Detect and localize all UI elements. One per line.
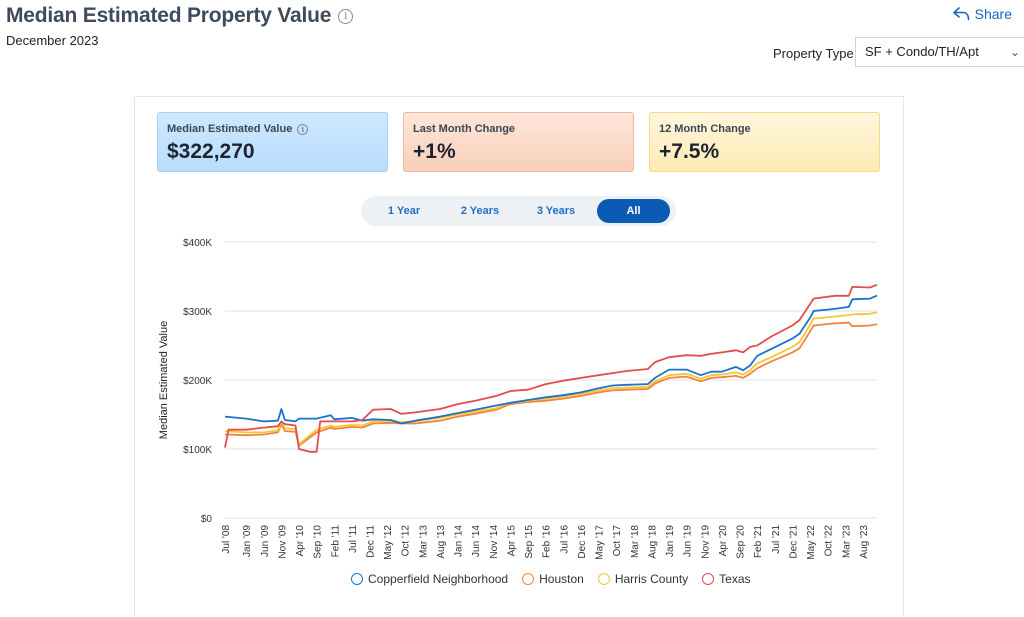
x-tick-label: Aug '23	[859, 525, 870, 559]
tab-all[interactable]: All	[597, 199, 670, 223]
x-tick-label: May '17	[595, 525, 606, 560]
x-tick-label: Feb '21	[753, 525, 764, 558]
legend-swatch	[597, 573, 610, 585]
legend-item[interactable]: Texas	[702, 572, 751, 586]
title-row: Median Estimated Property Value i	[6, 4, 354, 28]
x-tick-label: Sep '15	[524, 525, 535, 559]
legend-item[interactable]: Harris County	[597, 572, 689, 586]
legend-label: Copperfield Neighborhood	[368, 572, 509, 586]
y-tick-label: $200K	[183, 376, 212, 387]
y-tick-label: $0	[201, 514, 213, 525]
x-tick-label: Dec '11	[365, 525, 376, 558]
legend-item[interactable]: Copperfield Neighborhood	[351, 572, 508, 586]
y-axis-label: Median Estimated Value	[158, 321, 170, 439]
series-line	[224, 283, 878, 453]
tab-3-years[interactable]: 3 Years	[536, 205, 576, 217]
share-icon	[952, 7, 969, 21]
x-tick-label: Nov '09	[277, 525, 288, 559]
x-tick-label: Dec '21	[788, 525, 799, 559]
x-tick-label: Jan '09	[242, 525, 253, 557]
x-tick-label: Jan '14	[454, 525, 465, 557]
last-month-change-card: Last Month Change +1%	[403, 112, 634, 172]
card-value: +1%	[413, 140, 456, 163]
card-value: $322,270	[167, 140, 255, 163]
x-tick-label: Jul '16	[559, 525, 570, 554]
x-tick-label: Mar '18	[630, 525, 641, 558]
x-tick-label: Apr '20	[718, 525, 729, 557]
x-tick-label: Jul '11	[348, 525, 359, 553]
x-tick-label: Feb '11	[330, 525, 341, 558]
x-tick-label: Mar '13	[418, 525, 429, 558]
tab-2-years[interactable]: 2 Years	[460, 205, 500, 217]
x-tick-label: Jul '21	[771, 525, 782, 554]
x-tick-label: Nov '14	[489, 525, 500, 559]
range-tabs: 1 Year 2 Years 3 Years All	[361, 196, 676, 226]
x-tick-label: Dec '16	[577, 525, 588, 559]
legend-swatch	[522, 573, 535, 585]
x-tick-label: Feb '16	[542, 525, 553, 558]
x-tick-label: Apr '10	[295, 525, 306, 557]
x-tick-label: Oct '12	[401, 525, 412, 557]
x-tick-label: Jul '08	[221, 525, 232, 554]
page-title: Median Estimated Property Value	[6, 4, 332, 27]
y-tick-label: $300K	[183, 307, 212, 318]
info-icon[interactable]: i	[338, 8, 354, 24]
share-label: Share	[974, 6, 1012, 22]
x-tick-label: Mar '23	[841, 525, 852, 558]
y-tick-label: $400K	[183, 238, 212, 249]
legend-swatch	[351, 573, 363, 585]
legend-label: Houston	[539, 572, 584, 586]
x-tick-label: Aug '18	[647, 525, 658, 559]
share-button[interactable]: Share	[952, 6, 1012, 22]
y-tick-label: $100K	[183, 445, 212, 456]
x-tick-label: May '12	[383, 525, 394, 560]
legend-item[interactable]: Houston	[522, 572, 584, 586]
x-tick-label: Sep '20	[736, 525, 747, 559]
info-icon[interactable]: i	[297, 123, 309, 135]
x-tick-label: Apr '15	[506, 525, 517, 557]
x-tick-label: May '22	[806, 525, 817, 560]
median-value-card: Median Estimated Value i $322,270	[157, 112, 388, 172]
chart-panel	[134, 96, 904, 617]
chart-legend: Copperfield Neighborhood Houston Harris Co…	[351, 572, 765, 586]
x-tick-label: Nov '19	[700, 525, 711, 559]
x-tick-label: Oct '17	[612, 525, 623, 557]
x-tick-label: Aug '13	[436, 525, 447, 559]
legend-label: Texas	[719, 572, 751, 586]
card-label: 12 Month Change	[659, 123, 751, 135]
tab-1-year[interactable]: 1 Year	[387, 205, 421, 217]
x-tick-label: Jun '09	[260, 525, 271, 557]
property-type-select[interactable]: SF + Condo/TH/Apt ⌄	[855, 37, 1024, 67]
property-type-label: Property Type	[773, 46, 854, 61]
card-label: Last Month Change	[413, 123, 516, 135]
x-tick-label: Jun '14	[471, 525, 482, 557]
card-label: Median Estimated Value	[167, 123, 293, 135]
property-type-value: SF + Condo/TH/Apt	[865, 44, 979, 59]
legend-label: Harris County	[614, 572, 689, 586]
x-tick-label: Sep '10	[313, 525, 324, 559]
legend-swatch	[702, 573, 715, 585]
card-value: +7.5%	[659, 140, 720, 163]
chevron-down-icon: ⌄	[1009, 45, 1020, 59]
series-line	[224, 294, 878, 425]
twelve-month-change-card: 12 Month Change +7.5%	[649, 112, 880, 172]
page-subtitle: December 2023	[6, 33, 99, 48]
x-tick-label: Jan '19	[665, 525, 676, 557]
x-tick-label: Jun '19	[683, 525, 694, 557]
x-tick-label: Oct '22	[824, 525, 835, 557]
